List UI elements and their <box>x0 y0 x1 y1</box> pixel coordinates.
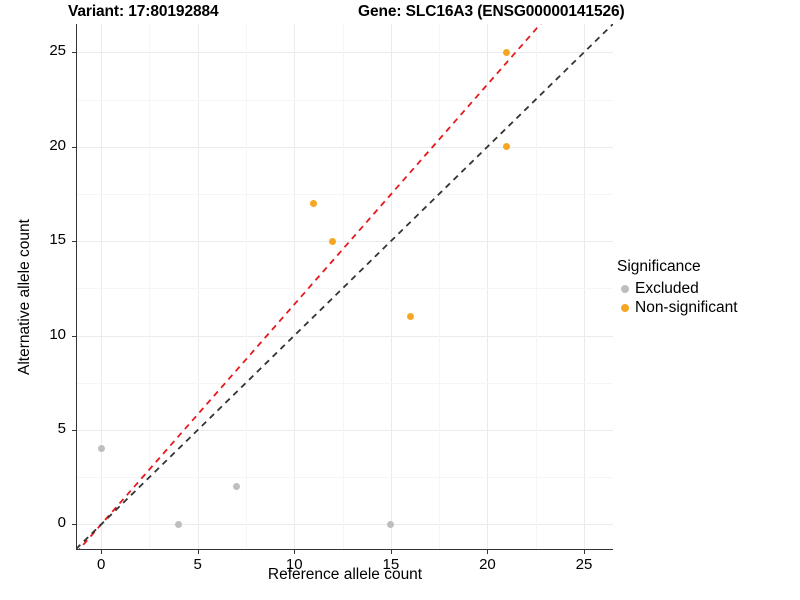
data-point <box>174 520 182 528</box>
minor-vertical-gridline <box>149 24 151 549</box>
minor-vertical-gridline <box>245 24 247 549</box>
x-axis-tick-label: 0 <box>96 556 106 573</box>
plot-panel <box>76 24 613 549</box>
y-axis-tick-label: 20 <box>49 136 66 154</box>
major-horizontal-gridline <box>76 524 613 526</box>
x-axis-tick <box>197 550 199 554</box>
legend-items: Excluded Non-significant <box>617 279 738 317</box>
x-axis-line <box>76 549 613 550</box>
major-vertical-gridline <box>584 24 586 549</box>
legend-item-label: Non-significant <box>635 298 738 316</box>
legend-item-non-significant[interactable]: Non-significant <box>617 298 738 317</box>
circle-marker-icon <box>617 284 633 293</box>
y-axis-tick <box>72 335 76 337</box>
minor-vertical-gridline <box>342 24 344 549</box>
data-point <box>232 483 240 491</box>
major-vertical-gridline <box>197 24 199 549</box>
major-vertical-gridline <box>294 24 296 549</box>
legend-item-excluded[interactable]: Excluded <box>617 279 738 298</box>
x-axis-tick-label: 20 <box>479 556 496 573</box>
y-axis-title: Alternative allele count <box>16 219 33 375</box>
minor-horizontal-gridline <box>76 382 613 384</box>
minor-vertical-gridline <box>439 24 441 549</box>
data-point <box>503 48 511 56</box>
x-axis-tick <box>101 550 103 554</box>
data-point <box>310 199 318 207</box>
minor-vertical-gridline <box>535 24 537 549</box>
x-axis-tick-label: 5 <box>193 556 202 573</box>
identity-line <box>76 24 613 549</box>
gene-title: Gene: SLC16A3 (ENSG00000141526) <box>358 3 625 20</box>
minor-horizontal-gridline <box>76 288 613 290</box>
major-vertical-gridline <box>390 24 392 549</box>
x-axis-tick <box>584 550 586 554</box>
x-axis-tick <box>487 550 489 554</box>
y-axis-tick <box>72 52 76 54</box>
y-axis-tick <box>72 241 76 243</box>
minor-horizontal-gridline <box>76 99 613 101</box>
variant-title: Variant: 17:80192884 <box>68 3 219 20</box>
data-point <box>97 445 105 453</box>
x-axis-tick-label: 15 <box>382 556 400 573</box>
x-axis-tick <box>294 550 296 554</box>
legend: Significance Excluded Non-significant <box>617 258 738 317</box>
major-horizontal-gridline <box>76 146 613 148</box>
legend-title: Significance <box>617 258 701 275</box>
minor-horizontal-gridline <box>76 477 613 479</box>
y-axis-tick-label: 5 <box>57 420 66 438</box>
major-horizontal-gridline <box>76 335 613 337</box>
legend-item-label: Excluded <box>635 279 699 297</box>
minor-horizontal-gridline <box>76 193 613 195</box>
data-point <box>406 313 414 321</box>
x-axis-tick-label: 25 <box>575 556 593 573</box>
y-axis-tick-label: 10 <box>49 325 66 343</box>
major-horizontal-gridline <box>76 241 613 243</box>
data-point <box>329 237 337 245</box>
major-horizontal-gridline <box>76 52 613 54</box>
major-vertical-gridline <box>101 24 103 549</box>
major-vertical-gridline <box>487 24 489 549</box>
y-axis-tick-label: 15 <box>49 231 66 249</box>
y-axis-tick <box>72 524 76 526</box>
x-axis-title: Reference allele count <box>267 566 423 583</box>
y-axis-tick <box>72 146 76 148</box>
x-axis-tick-label: 10 <box>285 556 303 573</box>
major-horizontal-gridline <box>76 430 613 432</box>
y-axis-tick-label: 0 <box>57 514 66 532</box>
y-axis-tick <box>72 430 76 432</box>
reference-lines <box>76 24 613 549</box>
expected-ratio-line <box>78 24 542 549</box>
y-axis-line <box>76 24 77 550</box>
data-point <box>503 143 511 151</box>
data-point <box>387 520 395 528</box>
y-axis-tick-label: 25 <box>49 42 66 60</box>
circle-marker-icon <box>617 303 633 312</box>
x-axis-tick <box>390 550 392 554</box>
